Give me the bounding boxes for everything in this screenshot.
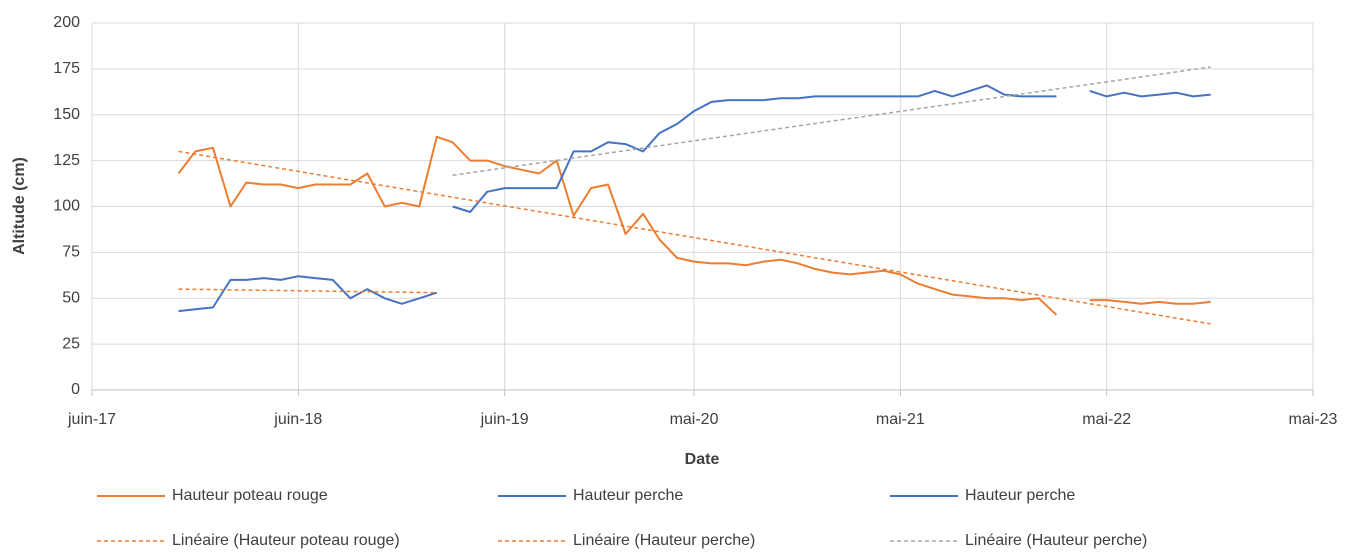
legend-label: Hauteur perche xyxy=(573,487,683,504)
x-tick-label: mai-21 xyxy=(876,411,925,428)
series-line xyxy=(452,66,1211,177)
y-tick-label: 125 xyxy=(53,152,80,169)
series-line xyxy=(177,135,1211,316)
legend-label: Linéaire (Hauteur perche) xyxy=(965,532,1147,549)
y-tick-label: 150 xyxy=(53,106,80,123)
legend-label: Linéaire (Hauteur poteau rouge) xyxy=(172,532,400,549)
legend-label: Hauteur perche xyxy=(965,487,1075,504)
series-line xyxy=(452,84,1211,213)
legend-label: Linéaire (Hauteur perche) xyxy=(573,532,755,549)
x-tick-label: mai-22 xyxy=(1082,411,1131,428)
y-tick-label: 175 xyxy=(53,60,80,77)
y-tick-label: 100 xyxy=(53,198,80,215)
y-tick-label: 75 xyxy=(62,244,80,261)
series-line xyxy=(178,275,438,313)
series-line xyxy=(178,288,437,294)
y-axis-title: Altitude (cm) xyxy=(11,157,28,255)
x-tick-label: mai-20 xyxy=(670,411,719,428)
legend-label: Hauteur poteau rouge xyxy=(172,487,328,504)
x-tick-label: mai-23 xyxy=(1289,411,1338,428)
x-tick-label: juin-17 xyxy=(67,411,116,428)
x-axis-title: Date xyxy=(685,451,720,468)
y-tick-label: 200 xyxy=(53,14,80,31)
y-tick-label: 50 xyxy=(62,289,80,306)
x-tick-label: juin-19 xyxy=(480,411,529,428)
y-tick-label: 25 xyxy=(62,335,80,352)
x-tick-label: juin-18 xyxy=(273,411,322,428)
y-tick-label: 0 xyxy=(71,381,80,398)
